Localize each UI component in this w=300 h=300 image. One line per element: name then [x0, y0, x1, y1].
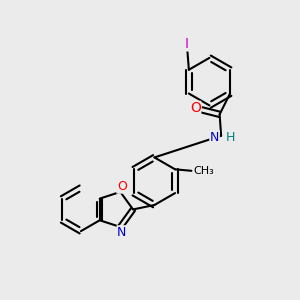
Text: O: O: [190, 101, 201, 116]
Text: I: I: [185, 37, 189, 51]
Text: N: N: [210, 131, 219, 144]
Text: N: N: [117, 226, 127, 239]
Text: CH₃: CH₃: [194, 166, 214, 176]
Text: O: O: [117, 180, 127, 193]
Text: H: H: [225, 131, 235, 144]
